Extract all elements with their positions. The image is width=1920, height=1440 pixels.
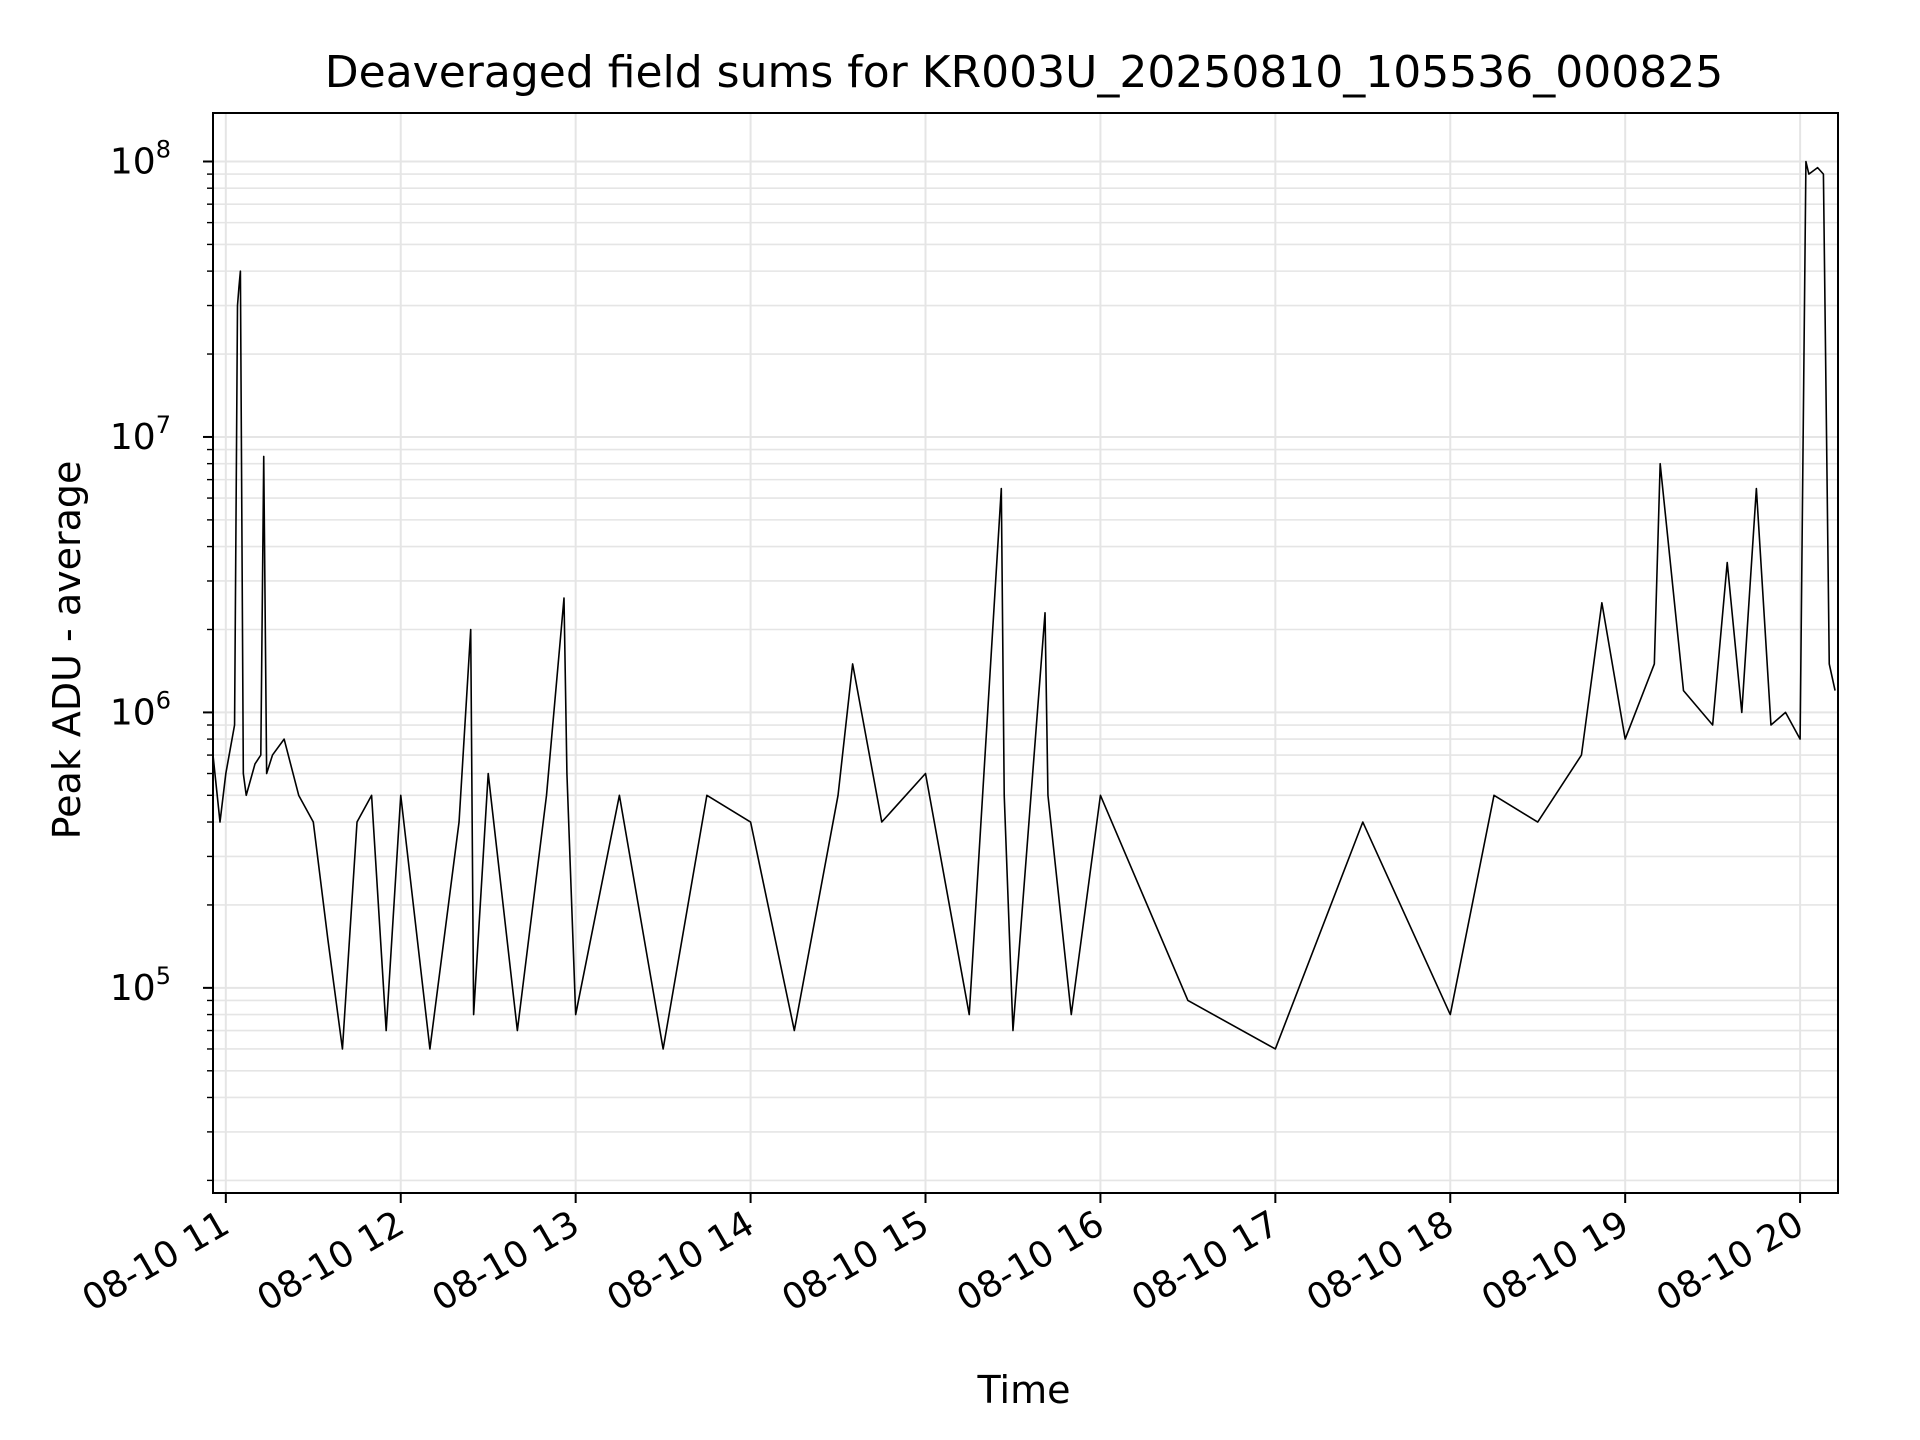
y-tick-label: 106	[110, 686, 171, 733]
x-tick-label: 08-10 16	[950, 1203, 1111, 1319]
x-tick-label: 08-10 13	[425, 1203, 586, 1319]
x-axis-label: Time	[977, 1368, 1071, 1412]
y-ticks: 105 106 107 108	[110, 136, 213, 1182]
x-tick-label: 08-10 18	[1300, 1203, 1461, 1319]
x-tick-label: 08-10 20	[1650, 1203, 1811, 1319]
x-tick-label: 08-10 14	[600, 1203, 761, 1319]
series-line-0	[213, 160, 1836, 1050]
y-tick-label: 105	[110, 962, 171, 1009]
grid	[213, 113, 1838, 1193]
x-ticks: 08-10 11 08-10 12 08-10 13 08-10 14 08-10 15…	[76, 1193, 1811, 1320]
x-tick-label: 08-10 15	[775, 1203, 936, 1319]
y-tick-label: 107	[110, 411, 171, 458]
x-tick-label: 08-10 17	[1125, 1203, 1286, 1319]
y-axis-label: Peak ADU - average	[45, 461, 89, 840]
x-tick-label: 08-10 11	[76, 1203, 237, 1319]
series-group	[213, 160, 1836, 1050]
x-tick-label: 08-10 19	[1475, 1203, 1636, 1319]
chart-title: Deaveraged field sums for KR003U_2025081…	[325, 47, 1723, 98]
plot-frame	[212, 112, 1839, 1194]
y-tick-label: 108	[110, 136, 171, 183]
x-tick-label: 08-10 12	[251, 1203, 412, 1319]
